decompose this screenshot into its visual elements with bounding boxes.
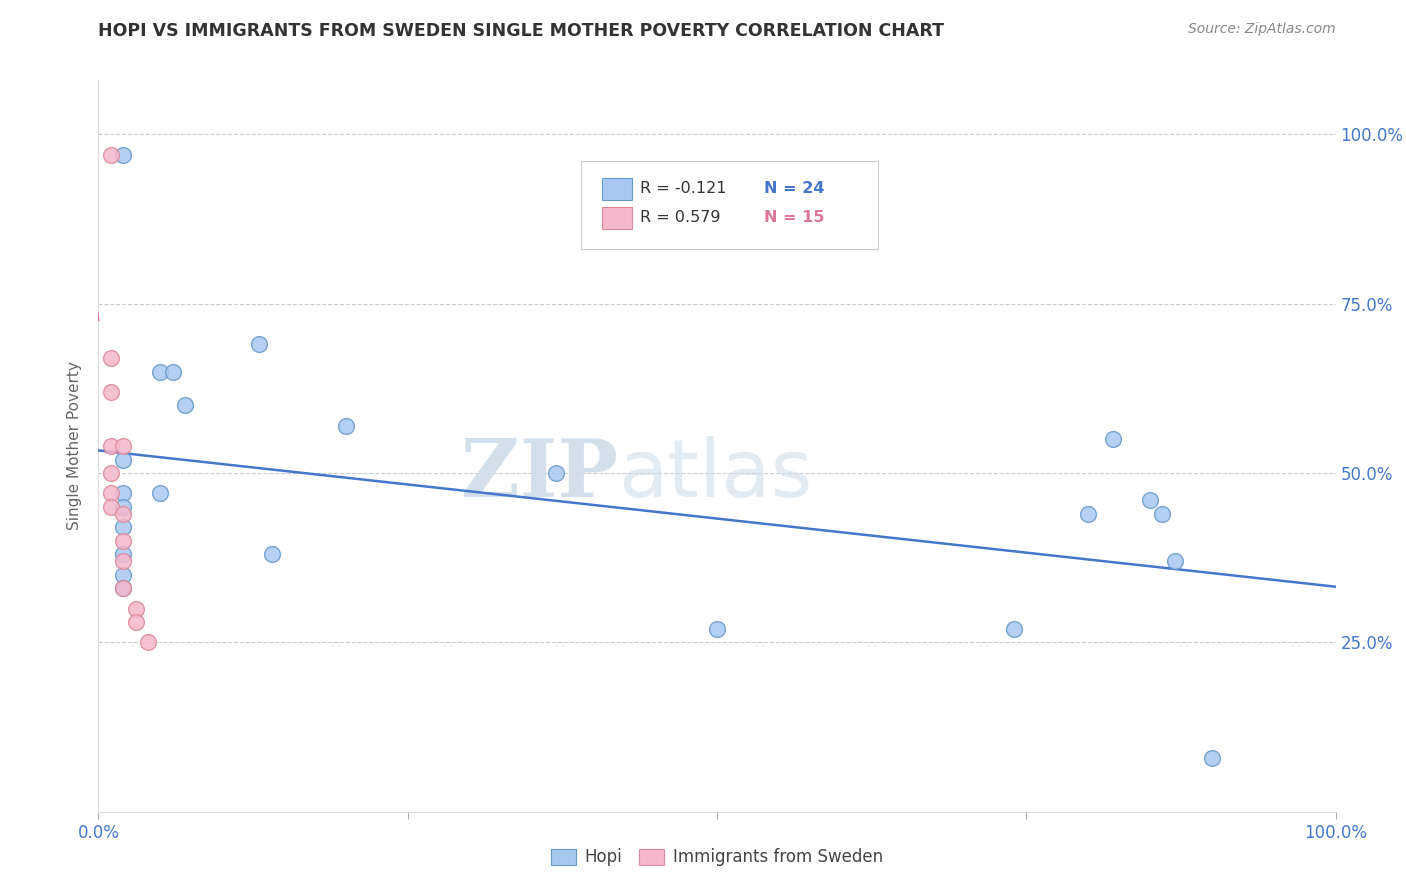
Point xyxy=(112,581,135,595)
Point xyxy=(100,439,122,453)
Point xyxy=(260,547,283,561)
Text: R = 0.579: R = 0.579 xyxy=(640,211,721,226)
FancyBboxPatch shape xyxy=(581,161,877,249)
Point xyxy=(100,500,122,514)
Point xyxy=(112,533,135,548)
Y-axis label: Single Mother Poverty: Single Mother Poverty xyxy=(67,361,83,531)
Point xyxy=(112,520,135,534)
Point xyxy=(1152,507,1174,521)
Point xyxy=(100,486,122,500)
Point xyxy=(100,466,122,480)
Point xyxy=(100,351,122,365)
Point xyxy=(112,452,135,467)
Point xyxy=(136,635,159,649)
Point xyxy=(124,615,146,629)
Point xyxy=(1102,432,1125,446)
Point xyxy=(1077,507,1099,521)
Point xyxy=(1139,493,1161,508)
Text: N = 24: N = 24 xyxy=(763,181,824,196)
Point xyxy=(112,500,135,514)
Text: atlas: atlas xyxy=(619,436,813,515)
Text: Source: ZipAtlas.com: Source: ZipAtlas.com xyxy=(1188,22,1336,37)
Text: ZIP: ZIP xyxy=(461,436,619,515)
Text: R = -0.121: R = -0.121 xyxy=(640,181,727,196)
Point xyxy=(112,439,135,453)
Point xyxy=(124,601,146,615)
Point xyxy=(149,486,172,500)
Legend: Hopi, Immigrants from Sweden: Hopi, Immigrants from Sweden xyxy=(544,841,890,873)
Text: HOPI VS IMMIGRANTS FROM SWEDEN SINGLE MOTHER POVERTY CORRELATION CHART: HOPI VS IMMIGRANTS FROM SWEDEN SINGLE MO… xyxy=(98,22,945,40)
Point xyxy=(100,384,122,399)
Point xyxy=(112,148,135,162)
Point xyxy=(112,567,135,582)
Point xyxy=(546,466,568,480)
FancyBboxPatch shape xyxy=(602,178,631,200)
Text: N = 15: N = 15 xyxy=(763,211,824,226)
Point xyxy=(162,364,184,378)
Point xyxy=(1002,622,1025,636)
Point xyxy=(112,581,135,595)
Point xyxy=(112,547,135,561)
FancyBboxPatch shape xyxy=(602,207,631,228)
Point xyxy=(1164,554,1187,568)
Point xyxy=(1201,750,1223,764)
Point xyxy=(100,148,122,162)
Point xyxy=(174,398,197,412)
Point xyxy=(112,507,135,521)
Point xyxy=(247,337,270,351)
Point xyxy=(706,622,728,636)
Point xyxy=(335,418,357,433)
Point xyxy=(149,364,172,378)
Point xyxy=(112,554,135,568)
Point xyxy=(112,486,135,500)
